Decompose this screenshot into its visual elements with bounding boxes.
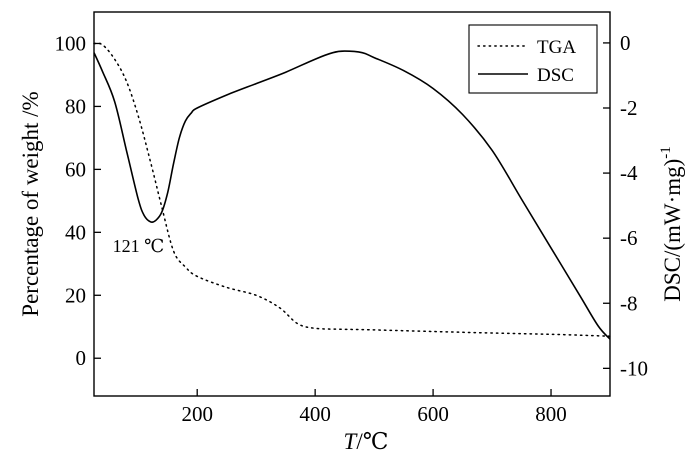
- y-right-tick-label--10: -10: [620, 356, 648, 380]
- y-left-tick-label-20: 20: [65, 283, 86, 307]
- y-left-tick-label-40: 40: [65, 220, 86, 244]
- legend-tga-label: TGA: [537, 37, 576, 58]
- legend-dsc-label: DSC: [537, 65, 574, 86]
- y-right-tick-label--2: -2: [620, 96, 638, 120]
- series-tga-line: [93, 42, 611, 337]
- x-tick-label-600: 600: [417, 402, 449, 426]
- x-axis-title: T/℃: [344, 429, 389, 454]
- x-tick-label-400: 400: [299, 402, 331, 426]
- x-tick-label-200: 200: [181, 402, 213, 426]
- y-axis-left-title: Percentage of weight /%: [18, 91, 43, 316]
- y-right-tick-label--8: -8: [620, 291, 638, 315]
- x-axis-title-unit: /℃: [356, 429, 388, 454]
- y-left-tick-label-80: 80: [65, 94, 86, 118]
- y-right-tick-label-0: 0: [620, 31, 631, 55]
- y-right-tick-label--4: -4: [620, 161, 638, 185]
- series-dsc-line: [93, 50, 611, 340]
- legend: TGA DSC: [468, 24, 598, 94]
- y-left-tick-label-100: 100: [55, 31, 87, 55]
- peak-annotation: 121 ℃: [113, 236, 165, 256]
- x-tick-label-800: 800: [535, 402, 567, 426]
- y-left-tick-label-0: 0: [76, 346, 87, 370]
- y-axis-right-title-main: DSC/(mW·mg): [660, 159, 685, 302]
- y-axis-right-title-sup: -1: [658, 146, 674, 159]
- legend-box: [468, 24, 598, 94]
- y-right-tick-label--6: -6: [620, 226, 638, 250]
- y-axis-right-title: DSC/(mW·mg)-1: [658, 146, 685, 302]
- x-axis-title-symbol: T: [344, 429, 359, 454]
- y-left-tick-label-60: 60: [65, 157, 86, 181]
- plot-frame: [93, 11, 611, 397]
